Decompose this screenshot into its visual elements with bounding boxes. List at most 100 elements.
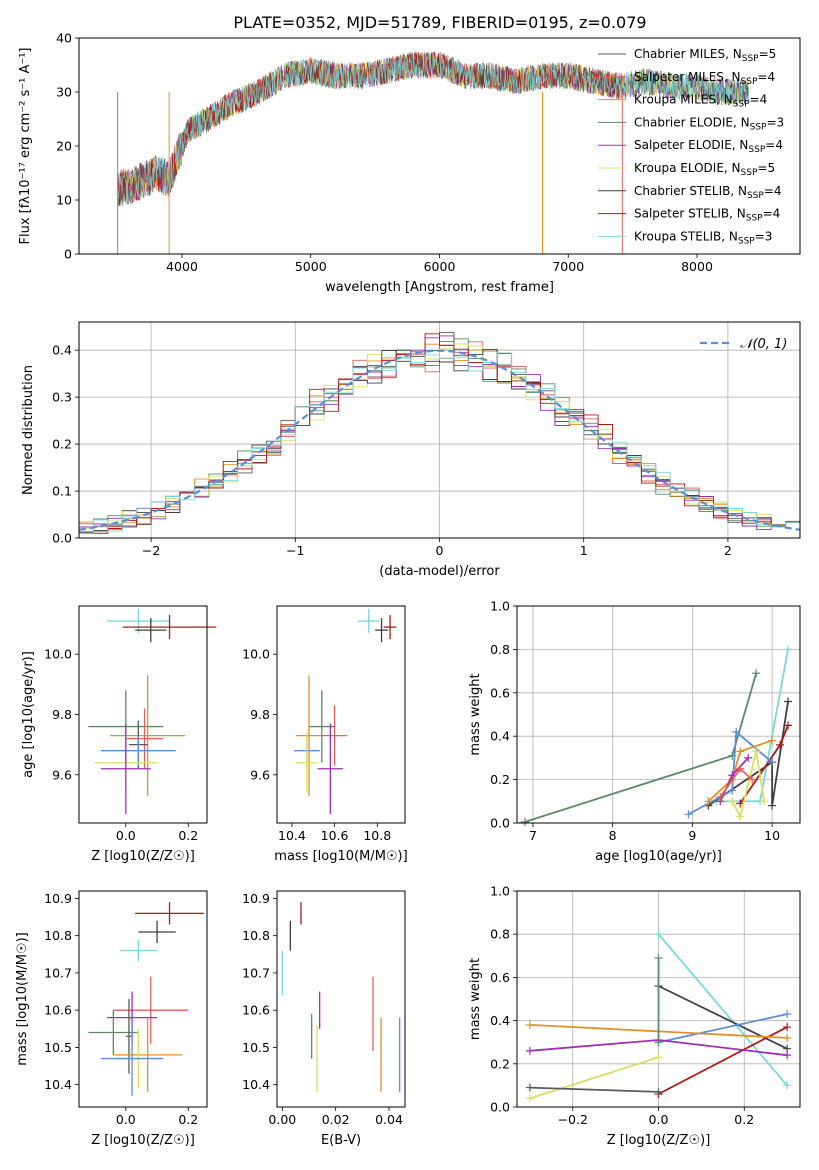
weight-series [654,953,663,1047]
axes-frame [516,605,801,824]
plot-weight-vs-Z [525,930,792,1103]
axes-weight-vs-Z: −0.2 0.0 0.2 0.0 0.2 0.4 0.6 0.8 1.0 Z [log10(Z/Z… [468,884,801,1148]
weight-marker [732,727,741,736]
y-tick-label: 0.3 [52,390,72,405]
weight-marker [728,797,737,806]
y-tick-label: 0 [64,247,72,262]
weight-marker [784,645,793,654]
y-axis-label: Normed distribution [21,365,36,495]
y-tick-label: 0.8 [490,642,510,657]
legend-label-end: =5 [757,161,775,175]
legend-label-main: Salpeter STELIB, N [634,207,746,221]
weight-line [529,1086,659,1093]
axes-residuals: −2 −1 0 1 2 0.0 0.1 0.2 0.3 0.4 (data-model)/error… [21,321,801,579]
axes-frame [78,321,801,539]
errorbar-point [296,732,318,793]
legend-label-sub: SSP [741,77,758,87]
y-axis-label: age [log10(age/yr)] [21,651,36,778]
x-tick-label: 8000 [681,259,713,274]
x-tick-label: 5000 [295,259,327,274]
legend-label-main: Salpeter MILES, N [634,70,741,84]
weight-line [658,985,788,1050]
errorbar-point [107,609,170,634]
weight-marker [525,1020,534,1029]
legend-label: Salpeter MILES, NSSP=4 [634,70,775,87]
legend-label-end: =3 [755,229,773,243]
errorbar-point [122,615,217,640]
errorbar-point [317,723,344,814]
weight-marker [736,812,745,821]
weight-marker [783,1081,792,1090]
weight-series [654,930,792,1090]
y-tick-label: 10.6 [44,1003,72,1018]
y-tick-label: 10.4 [242,1077,270,1092]
weight-marker [752,669,761,678]
x-tick-label: −1 [286,543,304,558]
x-tick-label: 0.04 [375,1112,403,1127]
axes-spectrum: 4000 5000 6000 7000 8000 0 10 20 30 40 wavelength … [18,31,801,295]
x-tick-label: 10.4 [278,828,306,843]
weight-series [684,727,777,819]
errorbar-point [375,618,388,643]
axes-age-vs-Z: 0.0 0.2 9.6 9.8 10.0 Z [log10(Z/Z☉)] age [log1… [21,605,217,864]
y-axis-label: mass weight [468,958,483,1040]
weight-marker [654,1087,663,1096]
legend-label-sub: SSP [748,145,765,155]
y-tick-label: 0.4 [52,343,72,358]
errorbar-point [358,609,380,634]
plot-residuals [78,331,801,534]
errorbar-point [135,618,167,643]
x-tick-label: 0.02 [322,1112,350,1127]
weight-marker [783,1023,792,1032]
weight-marker [684,810,693,819]
errorbar-point [296,675,322,796]
y-tick-label: 0.6 [490,970,510,985]
legend-label: Salpeter ELODIE, NSSP=4 [634,138,783,155]
weight-line [657,933,788,1086]
y-tick-label: 10.4 [44,1077,72,1092]
x-tick-label: 0.0 [116,1112,136,1127]
y-tick-label: 0.2 [490,772,510,787]
weight-marker [654,1038,663,1047]
y-tick-label: 40 [56,31,72,46]
axes-frame [78,37,801,255]
legend-label-main: Kroupa STELIB, N [634,229,738,243]
y-tick-label: 10.5 [242,1040,270,1055]
y-tick-label: 0.2 [490,1056,510,1071]
weight-series [728,747,769,821]
y-tick-label: 0.6 [490,685,510,700]
y-tick-label: 9.6 [250,767,270,782]
weight-marker [783,1010,792,1019]
legend-label: Salpeter STELIB, NSSP=4 [634,207,780,224]
weight-marker [768,758,777,767]
x-axis-label: E(B-V) [321,1133,361,1148]
legend-label-sub: SSP [750,122,767,132]
weight-marker [752,747,761,756]
weight-marker [716,792,725,801]
plot-age-vs-mass [294,609,397,814]
legend-label: Chabrier STELIB, NSSP=4 [634,184,782,201]
legend-label-sub: SSP [738,236,755,246]
weight-marker [525,1094,534,1103]
errorbar-point [135,902,204,925]
weight-marker [525,1083,534,1092]
x-tick-label: 8 [609,828,617,843]
y-tick-label: 10.9 [242,891,270,906]
plot-weight-vs-age [520,645,793,826]
axes-frame [276,890,406,1108]
legend-label-end: =3 [766,115,784,129]
y-tick-label: 1.0 [490,884,510,899]
legend-label: 𝒩(0, 1) [740,337,787,352]
axes-frame [78,890,208,1108]
weight-series [520,669,761,826]
legend-label: Chabrier MILES, NSSP=5 [634,47,776,64]
y-tick-label: 10.9 [44,891,72,906]
weight-marker [654,953,663,962]
weight-marker [736,747,745,756]
y-tick-label: 20 [56,139,72,154]
y-tick-label: 0.4 [490,729,510,744]
weight-marker [736,764,745,773]
legend-label-sub: SSP [746,214,763,224]
x-tick-label: 2 [724,543,732,558]
weight-marker [783,1051,792,1060]
